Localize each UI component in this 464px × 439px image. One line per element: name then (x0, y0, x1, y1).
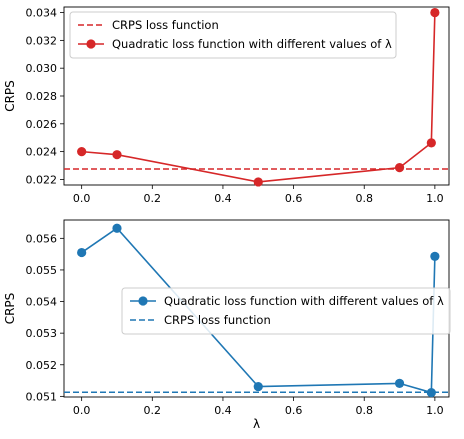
x-axis-label: λ (253, 417, 260, 431)
data-point (253, 381, 263, 392)
y-tick-label: 0.056 (26, 232, 58, 245)
legend-box (121, 287, 451, 335)
legend-label: Quadratic loss function with different v… (164, 294, 444, 308)
data-point (394, 163, 405, 173)
x-tick-label: 0.6 (285, 404, 303, 417)
x-tick-label: 0.4 (214, 404, 232, 417)
x-tick-label: 0.4 (214, 192, 232, 205)
y-tick-label: 0.034 (26, 7, 58, 20)
x-tick-label: 0.8 (355, 404, 373, 417)
data-point (426, 387, 436, 398)
legend-entry: Quadratic loss function with different v… (78, 37, 392, 51)
x-tick-label: 1.0 (426, 404, 444, 417)
data-point (112, 223, 122, 233)
x-tick-label: 0.2 (144, 192, 162, 205)
legend-swatch-marker (138, 296, 148, 306)
y-tick-label: 0.024 (26, 146, 58, 159)
y-tick-label: 0.055 (26, 264, 58, 277)
y-tick-label: 0.030 (26, 62, 58, 75)
y-tick-label: 0.054 (26, 296, 58, 309)
series-line (81, 12, 436, 183)
y-tick-label: 0.053 (26, 327, 58, 340)
data-point (112, 150, 122, 160)
y-tick-label: 0.026 (26, 118, 58, 131)
x-tick-label: 0.0 (73, 192, 91, 205)
data-point (253, 177, 263, 187)
data-point (77, 247, 87, 258)
x-tick-label: 0.2 (144, 404, 162, 417)
legend-entry: CRPS loss function (78, 18, 219, 32)
legend-label: CRPS loss function (164, 313, 271, 327)
x-tick-label: 0.8 (355, 192, 373, 205)
x-tick-label: 0.6 (285, 192, 303, 205)
y-tick-label: 0.032 (26, 34, 58, 47)
chart-panel-1: 0.0 0.2 0.4 0.6 0.8 1.0 0.022 0.024 0.026 0.028 0.… (3, 6, 450, 205)
legend-entry: CRPS loss function (130, 313, 271, 327)
x-tick-label: 1.0 (426, 192, 444, 205)
legend-box (69, 11, 397, 59)
legend-entry: Quadratic loss function with different v… (130, 294, 444, 308)
data-point (426, 138, 436, 148)
y-tick-label: 0.022 (26, 173, 58, 186)
y-tick-label: 0.051 (26, 390, 58, 403)
series-line (81, 227, 436, 394)
chart-panel-2: 0.0 0.2 0.4 0.6 0.8 1.0 0.051 0.052 0.053 0.054 0.… (3, 219, 451, 431)
y-axis-label: CRPS (3, 293, 17, 325)
x-tick-label: 0.0 (73, 404, 91, 417)
data-point (430, 251, 440, 261)
y-tick-label: 0.052 (26, 359, 58, 372)
data-point (77, 147, 87, 157)
y-tick-label: 0.028 (26, 90, 58, 103)
y-axis-label: CRPS (3, 80, 17, 112)
data-point (394, 378, 405, 389)
data-point (430, 7, 440, 18)
legend-label: Quadratic loss function with different v… (112, 37, 392, 51)
legend-swatch-marker (86, 39, 96, 49)
legend-label: CRPS loss function (112, 18, 219, 32)
